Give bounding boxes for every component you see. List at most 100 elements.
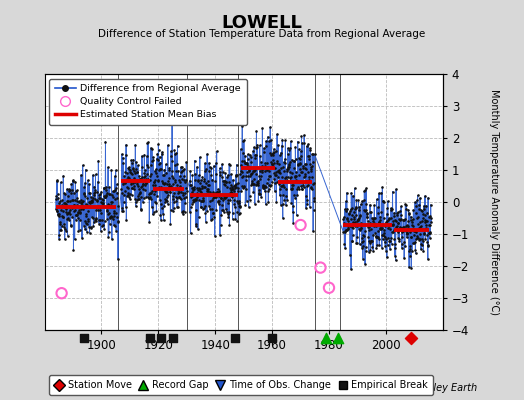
Point xyxy=(383,254,391,261)
Point xyxy=(357,225,365,231)
Point xyxy=(190,197,198,204)
Point xyxy=(172,182,181,188)
Point xyxy=(427,215,435,221)
Point xyxy=(244,156,252,162)
Point xyxy=(380,229,388,236)
Point xyxy=(103,215,111,222)
Point xyxy=(155,154,163,160)
Point xyxy=(309,180,317,187)
Point xyxy=(353,223,362,229)
Point xyxy=(174,190,182,196)
Point xyxy=(179,192,187,198)
Point xyxy=(200,178,208,184)
Point xyxy=(389,218,397,224)
Point xyxy=(221,170,230,177)
Point xyxy=(123,170,131,176)
Point xyxy=(426,230,434,236)
Point xyxy=(417,223,425,229)
Point xyxy=(195,180,204,186)
Point xyxy=(296,156,304,162)
Point xyxy=(129,168,138,174)
Point xyxy=(80,184,88,190)
Point xyxy=(153,150,161,157)
Point xyxy=(134,183,143,189)
Point xyxy=(123,185,132,191)
Point xyxy=(228,184,236,190)
Point xyxy=(133,169,141,175)
Point xyxy=(386,235,395,242)
Point xyxy=(298,186,306,193)
Point xyxy=(56,213,64,219)
Point xyxy=(257,194,265,200)
Point xyxy=(89,222,97,229)
Point xyxy=(70,190,78,196)
Point xyxy=(200,176,209,182)
Point xyxy=(162,193,171,200)
Point xyxy=(67,190,75,196)
Point xyxy=(147,196,156,202)
Point xyxy=(296,161,304,167)
Point xyxy=(188,189,196,196)
Point xyxy=(106,191,114,198)
Point xyxy=(305,204,314,210)
Point xyxy=(180,194,188,201)
Point xyxy=(343,216,351,222)
Point xyxy=(408,222,417,229)
Point xyxy=(77,172,85,178)
Point xyxy=(375,218,384,225)
Point xyxy=(149,182,157,188)
Point xyxy=(351,185,359,191)
Point xyxy=(239,172,247,179)
Point xyxy=(239,185,247,192)
Point xyxy=(135,196,144,202)
Point xyxy=(268,156,277,163)
Point xyxy=(304,152,313,159)
Point xyxy=(220,195,228,201)
Point xyxy=(234,200,243,206)
Point xyxy=(225,162,234,168)
Point xyxy=(74,208,82,215)
Point xyxy=(222,184,231,190)
Point xyxy=(242,176,250,183)
Point xyxy=(164,178,172,184)
Point xyxy=(243,161,252,168)
Point xyxy=(398,241,406,247)
Point xyxy=(277,183,285,190)
Point xyxy=(181,179,189,185)
Point xyxy=(292,169,300,175)
Point xyxy=(365,238,374,244)
Point xyxy=(247,182,256,188)
Point xyxy=(299,179,307,186)
Point xyxy=(157,217,165,223)
Point xyxy=(414,214,422,220)
Point xyxy=(103,206,112,213)
Point xyxy=(425,235,434,242)
Point xyxy=(398,234,407,240)
Point xyxy=(253,179,261,185)
Point xyxy=(131,142,139,148)
Point xyxy=(232,172,241,179)
Point xyxy=(109,194,117,200)
Point xyxy=(97,210,105,216)
Point xyxy=(52,206,60,212)
Point xyxy=(362,248,370,254)
Point xyxy=(354,216,362,222)
Point xyxy=(72,212,80,218)
Point xyxy=(211,193,220,200)
Point xyxy=(357,220,365,227)
Point xyxy=(55,235,63,242)
Point xyxy=(389,226,398,233)
Point xyxy=(290,191,299,198)
Point xyxy=(419,248,428,254)
Point xyxy=(264,134,272,140)
Point xyxy=(243,197,251,204)
Point xyxy=(85,181,93,188)
Point xyxy=(203,188,212,194)
Point xyxy=(285,164,293,170)
Point xyxy=(64,186,73,192)
Point xyxy=(205,160,213,166)
Point xyxy=(234,200,243,206)
Point xyxy=(410,232,419,238)
Point xyxy=(361,261,369,267)
Point xyxy=(108,188,117,194)
